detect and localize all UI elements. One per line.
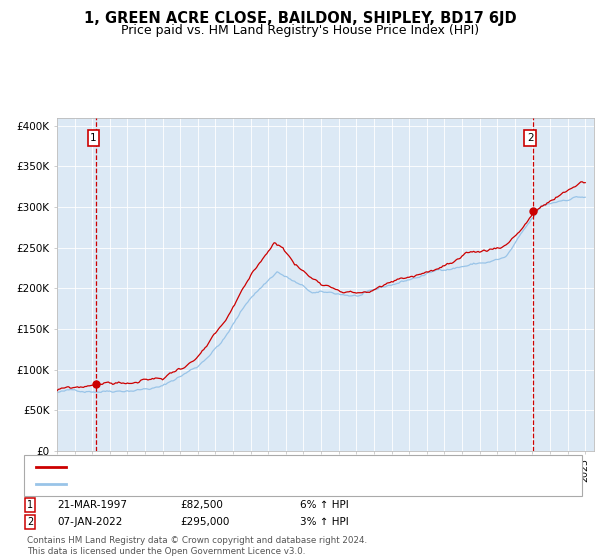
Text: 07-JAN-2022: 07-JAN-2022 bbox=[57, 517, 122, 527]
Text: 21-MAR-1997: 21-MAR-1997 bbox=[57, 500, 127, 510]
Text: £82,500: £82,500 bbox=[180, 500, 223, 510]
Text: 1, GREEN ACRE CLOSE, BAILDON, SHIPLEY, BD17 6JD (detached house): 1, GREEN ACRE CLOSE, BAILDON, SHIPLEY, B… bbox=[72, 461, 443, 472]
Text: 1: 1 bbox=[27, 500, 33, 510]
Text: 3% ↑ HPI: 3% ↑ HPI bbox=[300, 517, 349, 527]
Text: £295,000: £295,000 bbox=[180, 517, 229, 527]
Text: Contains HM Land Registry data © Crown copyright and database right 2024.
This d: Contains HM Land Registry data © Crown c… bbox=[27, 536, 367, 556]
Text: 1: 1 bbox=[90, 133, 97, 143]
Text: Price paid vs. HM Land Registry's House Price Index (HPI): Price paid vs. HM Land Registry's House … bbox=[121, 24, 479, 36]
Text: 2: 2 bbox=[27, 517, 33, 527]
Text: 6% ↑ HPI: 6% ↑ HPI bbox=[300, 500, 349, 510]
Text: 2: 2 bbox=[527, 133, 533, 143]
Text: HPI: Average price, detached house, Bradford: HPI: Average price, detached house, Brad… bbox=[72, 479, 310, 489]
Text: 1, GREEN ACRE CLOSE, BAILDON, SHIPLEY, BD17 6JD: 1, GREEN ACRE CLOSE, BAILDON, SHIPLEY, B… bbox=[83, 11, 517, 26]
